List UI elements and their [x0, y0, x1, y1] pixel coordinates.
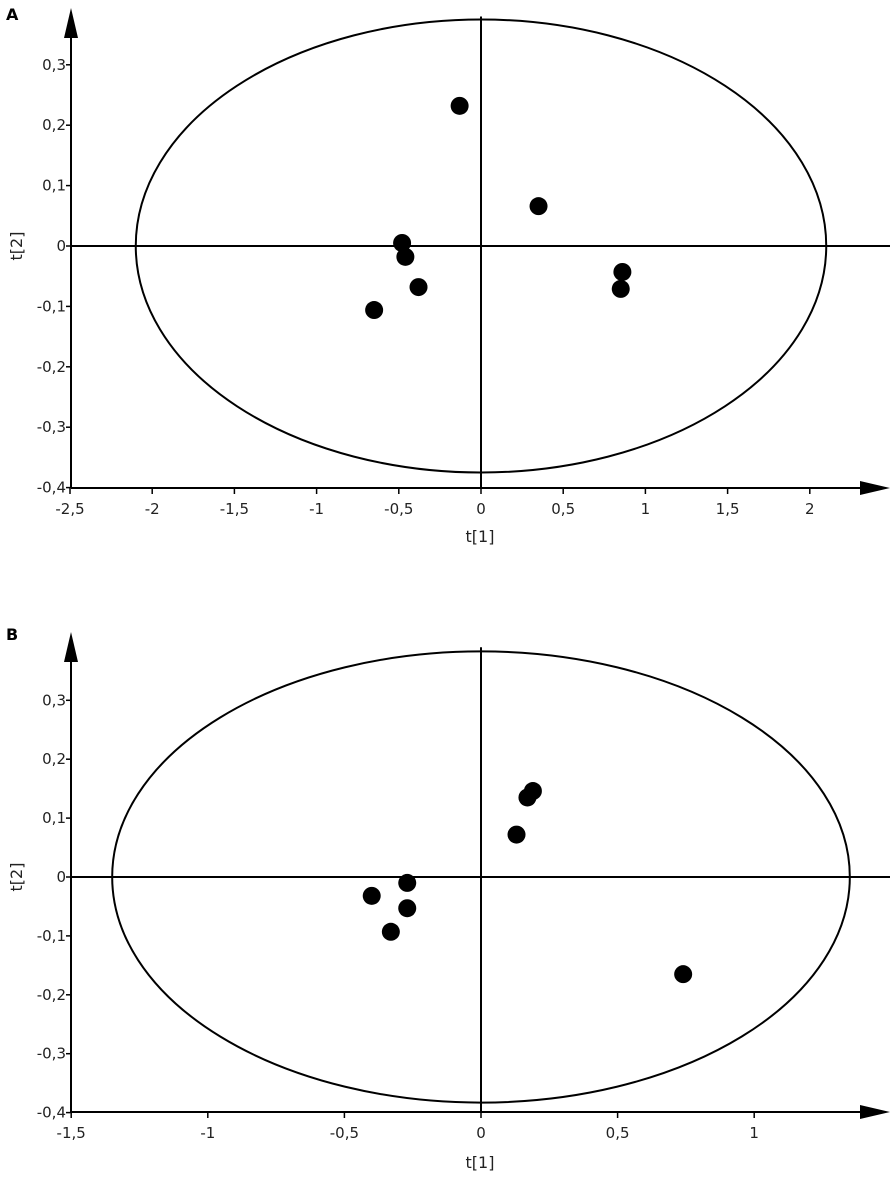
data-point: [507, 825, 526, 844]
panel-label: B: [6, 625, 18, 644]
y-tick-label: -0,2: [37, 986, 66, 1004]
x-tick-label: 0: [476, 1124, 486, 1142]
x-axis-arrow: [860, 481, 890, 495]
x-tick-label: -0,5: [330, 1124, 359, 1142]
x-tick-label: -1: [309, 500, 324, 518]
y-tick-label: 0,3: [42, 56, 66, 74]
x-tick-label: -0,5: [384, 500, 413, 518]
y-tick-label: 0: [56, 868, 66, 886]
data-point: [381, 922, 400, 941]
data-point: [611, 279, 630, 298]
panel-label: A: [6, 5, 19, 24]
x-tick-label: -1,5: [57, 1124, 86, 1142]
data-point: [365, 301, 384, 320]
x-tick-label: 1: [749, 1124, 759, 1142]
y-tick-label: 0,1: [42, 177, 66, 195]
data-point: [398, 873, 417, 892]
y-tick-label: -0,2: [37, 358, 66, 376]
y-tick-label: 0,2: [42, 116, 66, 134]
y-tick-label: 0: [56, 237, 66, 255]
x-tick-label: -2,5: [55, 500, 84, 518]
data-point: [674, 965, 693, 984]
scatter-panel-a: A -0,4 -0,3 -0,2 -0,1 0 0,1 0,2 0,3 -2,5 -2 -1,5 -1 -…: [6, 5, 890, 546]
data-point: [409, 278, 428, 297]
x-tick-label: -2: [145, 500, 160, 518]
x-tick-label: 0,5: [551, 500, 575, 518]
data-point: [362, 886, 381, 905]
data-point: [613, 262, 632, 281]
x-tick-label: 1,5: [716, 500, 740, 518]
y-axis-arrow: [64, 8, 78, 38]
x-tick-label: 1: [641, 500, 651, 518]
y-tick-label: 0,3: [42, 691, 66, 709]
x-tick-label: 0: [476, 500, 486, 518]
data-point: [393, 233, 412, 252]
data-point: [529, 197, 548, 216]
scatter-panel-b: B -0,4 -0,3 -0,2 -0,1 0 0,1 0,2 0,3 -1,5 -1 -0,5 0 0,…: [6, 625, 890, 1172]
x-axis-label: t[1]: [466, 527, 495, 546]
x-tick-label: -1: [200, 1124, 215, 1142]
y-axis-label: t[2]: [7, 232, 26, 261]
y-axis-arrow: [64, 632, 78, 662]
y-tick-label: -0,1: [37, 297, 66, 315]
x-tick-label: 0,5: [606, 1124, 630, 1142]
data-point: [398, 899, 417, 918]
y-tick-label: -0,4: [37, 1104, 66, 1122]
y-tick-label: 0,1: [42, 809, 66, 827]
data-point: [518, 788, 537, 807]
data-point: [450, 96, 469, 115]
y-tick-label: -0,4: [37, 479, 66, 497]
x-tick-label: 2: [805, 500, 815, 518]
y-tick-label: -0,3: [37, 1045, 66, 1063]
x-axis-arrow: [860, 1105, 890, 1119]
x-tick-label: -1,5: [220, 500, 249, 518]
y-tick-label: 0,2: [42, 750, 66, 768]
y-tick-label: -0,1: [37, 927, 66, 945]
y-axis-label: t[2]: [7, 863, 26, 892]
y-tick-label: -0,3: [37, 418, 66, 436]
data-point: [396, 247, 415, 266]
x-axis-label: t[1]: [466, 1153, 495, 1172]
